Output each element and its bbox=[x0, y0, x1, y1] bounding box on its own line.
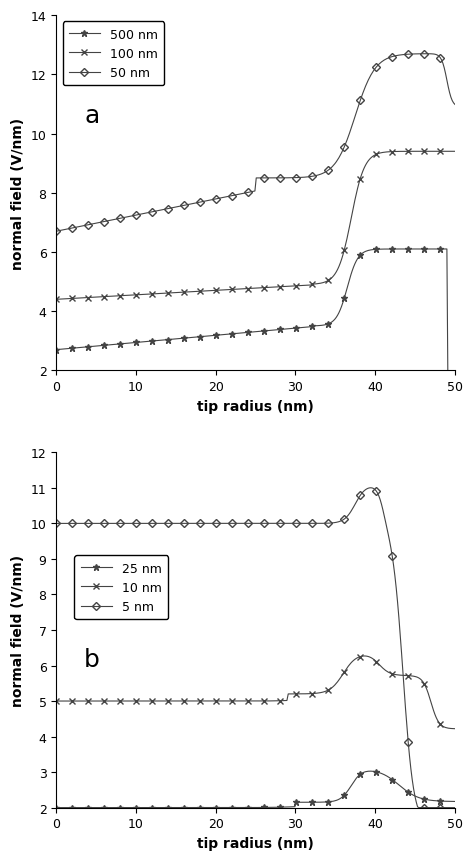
500 nm bbox=[444, 245, 450, 255]
100 nm bbox=[54, 294, 59, 305]
Line: 10 nm: 10 nm bbox=[54, 653, 458, 732]
100 nm bbox=[415, 147, 420, 158]
5 nm bbox=[418, 802, 423, 813]
50 nm bbox=[290, 173, 295, 183]
100 nm bbox=[297, 281, 303, 291]
25 nm bbox=[368, 766, 374, 777]
Line: 500 nm: 500 nm bbox=[53, 246, 458, 430]
5 nm bbox=[297, 518, 303, 529]
Line: 5 nm: 5 nm bbox=[54, 486, 458, 810]
50 nm bbox=[54, 226, 59, 237]
Line: 100 nm: 100 nm bbox=[54, 149, 458, 303]
5 nm bbox=[54, 518, 59, 529]
Y-axis label: normal field (V/nm): normal field (V/nm) bbox=[11, 118, 25, 269]
500 nm bbox=[297, 323, 303, 333]
100 nm bbox=[452, 147, 458, 158]
25 nm bbox=[55, 802, 61, 813]
25 nm bbox=[291, 802, 296, 812]
500 nm bbox=[55, 345, 61, 356]
5 nm bbox=[368, 483, 374, 493]
50 nm bbox=[424, 49, 430, 59]
X-axis label: tip radius (nm): tip radius (nm) bbox=[197, 836, 314, 850]
10 nm bbox=[54, 696, 59, 706]
25 nm bbox=[452, 796, 458, 807]
500 nm bbox=[446, 421, 451, 431]
100 nm bbox=[290, 282, 295, 292]
100 nm bbox=[291, 282, 296, 292]
Legend: 25 nm, 10 nm, 5 nm: 25 nm, 10 nm, 5 nm bbox=[74, 555, 168, 620]
25 nm bbox=[297, 797, 303, 808]
500 nm bbox=[415, 245, 420, 255]
Text: b: b bbox=[84, 647, 100, 671]
Text: a: a bbox=[84, 103, 100, 127]
50 nm bbox=[415, 50, 420, 60]
25 nm bbox=[290, 802, 295, 812]
100 nm bbox=[389, 147, 395, 158]
5 nm bbox=[416, 802, 422, 813]
10 nm bbox=[391, 669, 396, 679]
10 nm bbox=[452, 724, 458, 734]
50 nm bbox=[452, 100, 458, 110]
Y-axis label: normal field (V/nm): normal field (V/nm) bbox=[11, 554, 25, 706]
50 nm bbox=[55, 226, 61, 237]
25 nm bbox=[54, 802, 59, 813]
Line: 25 nm: 25 nm bbox=[53, 768, 458, 811]
500 nm bbox=[54, 345, 59, 356]
50 nm bbox=[389, 53, 395, 63]
10 nm bbox=[416, 673, 422, 684]
50 nm bbox=[291, 173, 296, 183]
10 nm bbox=[297, 689, 303, 699]
10 nm bbox=[290, 689, 295, 699]
5 nm bbox=[452, 802, 458, 813]
500 nm bbox=[290, 324, 295, 334]
10 nm bbox=[291, 689, 296, 699]
500 nm bbox=[291, 324, 296, 334]
Legend: 500 nm, 100 nm, 50 nm: 500 nm, 100 nm, 50 nm bbox=[63, 22, 164, 86]
X-axis label: tip radius (nm): tip radius (nm) bbox=[197, 400, 314, 413]
50 nm bbox=[297, 173, 303, 183]
10 nm bbox=[361, 651, 367, 661]
500 nm bbox=[389, 245, 395, 255]
25 nm bbox=[391, 776, 396, 786]
5 nm bbox=[291, 518, 296, 529]
5 nm bbox=[290, 518, 295, 529]
25 nm bbox=[416, 792, 422, 802]
Line: 50 nm: 50 nm bbox=[54, 52, 458, 235]
500 nm bbox=[452, 401, 458, 412]
5 nm bbox=[55, 518, 61, 529]
10 nm bbox=[55, 696, 61, 706]
100 nm bbox=[55, 294, 61, 305]
5 nm bbox=[391, 561, 396, 571]
